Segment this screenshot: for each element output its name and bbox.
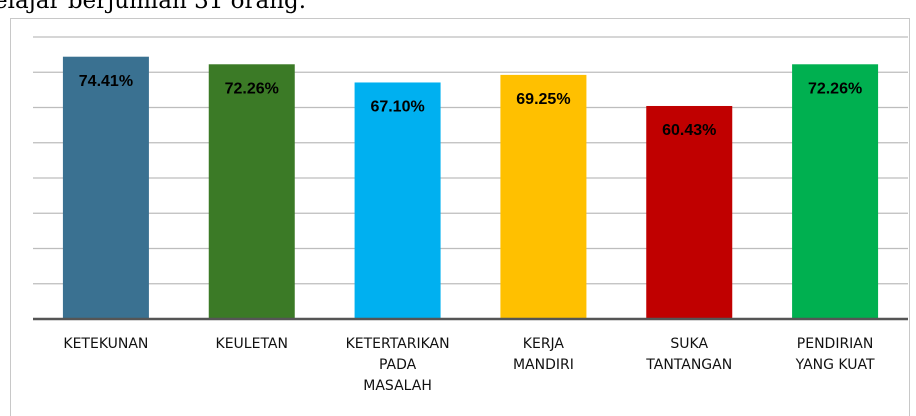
x-tick-label: KEULETAN (215, 336, 288, 352)
x-tick-label: KETERTARIKAN PADA MASALAH (345, 336, 450, 394)
bar (354, 82, 441, 319)
bar (62, 56, 149, 320)
bar (792, 64, 879, 319)
bar (208, 64, 295, 319)
chart-frame (10, 18, 910, 416)
caption: elajar berjumlah 31 orang. (0, 0, 307, 14)
data-label: 72.26% (225, 81, 279, 98)
bar (500, 74, 587, 319)
data-label: 69.25% (516, 91, 570, 108)
bar (646, 105, 733, 319)
x-tick-label: SUKA TANTANGAN (646, 336, 733, 373)
x-tick-label: KETEKUNAN (63, 336, 149, 352)
data-label: 72.26% (808, 81, 862, 98)
x-tick-label: PENDIRIAN YANG KUAT (795, 336, 875, 373)
data-label: 74.41% (79, 73, 133, 90)
data-label: 67.10% (370, 99, 424, 116)
data-label: 60.43% (662, 122, 716, 139)
x-tick-label: KERJA MANDIRI (512, 336, 574, 373)
